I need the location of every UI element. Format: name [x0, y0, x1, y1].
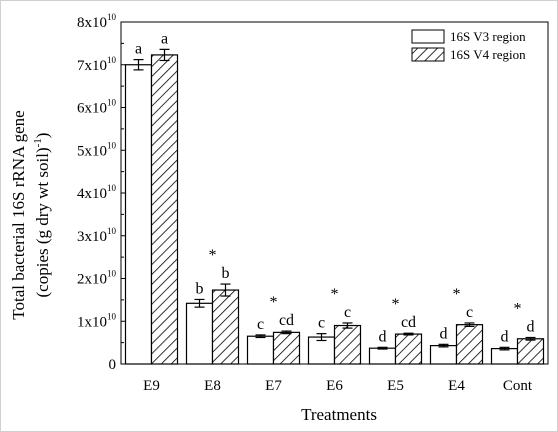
y-tick-label: 4x1010: [77, 183, 117, 202]
x-axis-label: Treatments: [301, 405, 377, 424]
significance-letter: d: [501, 328, 509, 345]
bar: [272, 331, 301, 365]
significance-star: *: [270, 294, 278, 311]
significance-letter: a: [135, 41, 142, 58]
y-tick-label: 3x1010: [77, 226, 117, 245]
x-tick-label: E5: [387, 378, 404, 394]
y-tick-label: 2x1010: [77, 269, 117, 288]
bar: [516, 338, 545, 365]
significance-star: *: [392, 296, 400, 313]
x-tick-label: E8: [204, 378, 221, 394]
y-axis-label-line1: Total bacterial 16S rRNA gene: [9, 110, 28, 319]
y-tick-label: 5x1010: [77, 140, 117, 159]
x-tick-label: Cont: [503, 378, 533, 394]
legend-label: 16S V3 region: [450, 29, 526, 44]
axes-layer: 0 1x1010 2x1010 3x1010 4x1010 5x1010 6x1010 7x1…: [77, 12, 549, 394]
y-axis-label-line2: (copies (g dry wt soil)-1): [32, 133, 52, 298]
x-tick-label: E7: [265, 378, 282, 394]
significance-letter: c: [344, 304, 351, 321]
legend-swatch: [411, 29, 445, 44]
bar: [394, 333, 423, 365]
significance-letter: d: [527, 318, 535, 335]
significance-letter: cd: [401, 314, 416, 331]
x-tick-label: E4: [448, 378, 465, 394]
significance-star: *: [453, 286, 461, 303]
y-tick-label: 0: [109, 357, 117, 373]
significance-letter: c: [466, 304, 473, 321]
bars-layer: [124, 48, 545, 365]
y-tick-label: 8x1010: [77, 12, 117, 31]
significance-letter: a: [161, 30, 168, 47]
bar: [246, 335, 275, 365]
significance-letter: cd: [279, 312, 294, 329]
x-tick-label: E6: [326, 378, 343, 394]
bar: [368, 347, 397, 365]
y-tick-label: 1x1010: [77, 311, 117, 330]
plot-frame: [120, 21, 549, 365]
bar: [455, 324, 484, 365]
bar: [124, 64, 153, 365]
bar: [429, 345, 458, 365]
legend: 16S V3 region 16S V4 region: [411, 29, 526, 62]
bar: [490, 348, 519, 365]
significance-letter: c: [318, 315, 325, 332]
significance-star: *: [209, 247, 217, 264]
bar: [333, 324, 362, 365]
y-tick-label: 6x1010: [77, 98, 117, 117]
legend-label: 16S V4 region: [450, 47, 526, 62]
significance-letter: d: [440, 325, 448, 342]
significance-star: *: [514, 300, 522, 317]
significance-letter: d: [379, 328, 387, 345]
significance-letter: c: [257, 316, 264, 333]
x-tick-label: E9: [143, 378, 160, 394]
bar: [211, 289, 240, 365]
significance-letter: b: [196, 280, 204, 297]
bar: [185, 302, 214, 365]
legend-swatch: [411, 47, 445, 62]
bar: [307, 336, 336, 365]
bar: [150, 54, 179, 365]
significance-letter: b: [222, 265, 230, 282]
y-tick-label: 7x1010: [77, 55, 117, 74]
significance-star: *: [331, 286, 339, 303]
